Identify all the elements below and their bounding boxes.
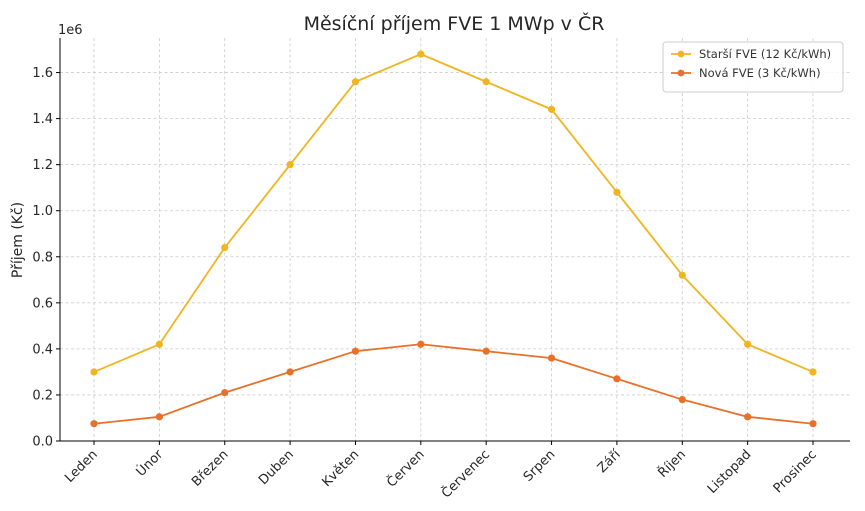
data-point [286, 368, 294, 376]
legend: Starší FVE (12 Kč/kWh) Nová FVE (3 Kč/kWh… [662, 41, 844, 93]
y-axis-label: Příjem (Kč) [10, 202, 26, 278]
data-point [482, 347, 490, 355]
data-point [351, 78, 360, 86]
series-2 [90, 340, 817, 428]
data-point [547, 105, 556, 113]
data-point [221, 243, 229, 252]
y-tick-label: 0.8 [32, 250, 53, 265]
y-tick-label: 1.6 [32, 66, 53, 81]
y-tick-label: 1.4 [32, 112, 53, 127]
legend-label: Nová FVE (3 Kč/kWh) [699, 66, 821, 80]
legend-marker [677, 50, 685, 58]
legend-frame [662, 41, 844, 93]
legend-label: Starší FVE (12 Kč/kWh) [699, 47, 831, 61]
data-point [482, 78, 490, 86]
data-point [809, 368, 817, 376]
x-tick-label: Červen [384, 447, 428, 491]
data-point [417, 340, 425, 348]
x-tick-label: Duben [256, 447, 297, 488]
grid [60, 38, 850, 442]
legend-marker [677, 69, 685, 77]
x-tick-label: Prosinec [771, 447, 820, 496]
x-tick-label: Říjen [655, 447, 689, 481]
y-tick-label: 0.6 [32, 296, 53, 311]
x-tick-label: Září [595, 447, 624, 476]
x-tick-label: Leden [62, 447, 101, 486]
data-point [547, 354, 556, 362]
y-tick-label: 0.0 [32, 435, 53, 450]
y-scale-label: 1e6 [58, 23, 83, 38]
x-tick-label: Únor [133, 446, 167, 480]
series-1 [90, 50, 817, 376]
data-point [351, 347, 360, 355]
data-point [744, 413, 752, 421]
y-tick-label: 0.2 [32, 388, 53, 403]
data-point [678, 395, 686, 404]
data-point [613, 375, 621, 383]
data-point [221, 389, 229, 397]
x-tick-label: Listopad [705, 447, 755, 497]
y-tick-label: 0.4 [32, 342, 53, 357]
data-point [155, 340, 163, 348]
series [90, 50, 817, 428]
series-line [93, 53, 814, 373]
y-tick-label: 1.2 [32, 158, 53, 173]
x-tick-label: Květen [319, 447, 362, 490]
axes [56, 38, 850, 445]
data-point [809, 420, 817, 428]
data-point [417, 50, 425, 58]
y-tick-label: 1.0 [32, 204, 53, 219]
data-point [90, 368, 98, 376]
x-tick-label: Srpen [521, 447, 559, 485]
data-point [744, 340, 752, 348]
series-line [93, 343, 814, 425]
data-point [90, 420, 98, 428]
x-tick-label: Červenec [438, 447, 493, 502]
data-point [286, 161, 294, 169]
x-tick-label: Březen [189, 447, 231, 489]
data-point [613, 188, 621, 196]
data-point [155, 413, 163, 421]
tick-labels: 0.0 0.2 0.4 0.6 0.8 1.0 1.2 1.4 1.6 Leden Únor Břez… [32, 66, 820, 501]
chart-title: Měsíční příjem FVE 1 MWp v ČR [304, 11, 605, 35]
data-point [678, 271, 686, 279]
